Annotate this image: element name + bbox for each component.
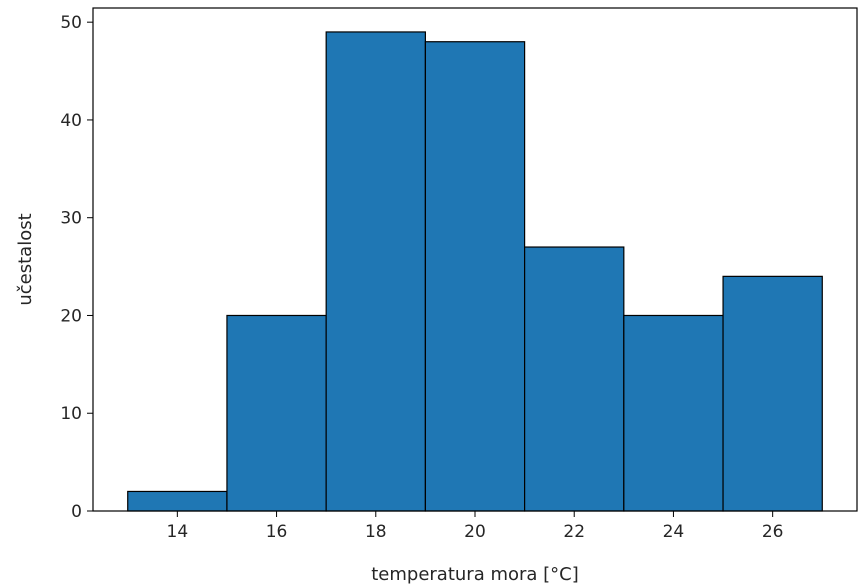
plot-frame: [92, 7, 858, 512]
x-tick-label-5: 24: [663, 522, 685, 542]
x-ticks-group: 14 16 18 20 22 24 26: [167, 511, 784, 542]
histogram-bar-3: [424, 41, 526, 512]
x-tick-label-1: 16: [266, 522, 288, 542]
y-tick-label-1: 10: [60, 404, 82, 424]
x-tick-label-2: 18: [365, 522, 387, 542]
y-tick-label-3: 30: [60, 209, 82, 229]
histogram-bar-0: [127, 490, 228, 512]
x-tick-label-0: 14: [167, 522, 189, 542]
y-ticks-group: 0 10 20 30 40 50: [60, 13, 93, 522]
x-tick-label-4: 22: [563, 522, 585, 542]
histogram-bar-1: [226, 314, 327, 512]
y-tick-label-5: 50: [60, 13, 82, 33]
y-axis-label: učestalost: [15, 213, 36, 305]
y-tick-label-2: 20: [60, 306, 82, 326]
y-tick-label-4: 40: [60, 111, 82, 131]
x-tick-label-3: 20: [464, 522, 486, 542]
histogram-bar-2: [325, 31, 426, 512]
y-tick-label-0: 0: [71, 502, 82, 522]
histogram-bar-5: [623, 314, 724, 512]
x-axis-label: temperatura mora [°C]: [371, 564, 579, 585]
histogram-bar-4: [524, 246, 625, 512]
bars-group: [127, 31, 823, 512]
x-tick-label-6: 26: [762, 522, 784, 542]
histogram-bar-6: [722, 275, 823, 512]
